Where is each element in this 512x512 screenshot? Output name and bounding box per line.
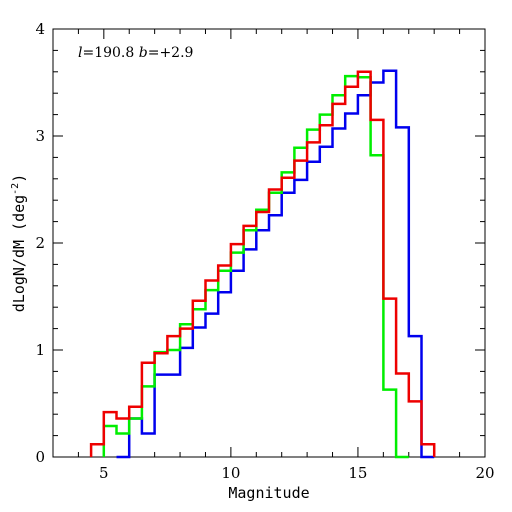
histogram-series-1 [117, 71, 435, 457]
axis-ticks [53, 29, 485, 457]
y-axis-label-main: dLogN/dM (deg [10, 195, 28, 312]
histogram-series [91, 71, 434, 457]
y-tick-label: 1 [35, 341, 45, 359]
y-axis-label-sup: -2 [10, 183, 21, 195]
annotation-b-symbol: b [139, 45, 148, 61]
x-tick-label: 5 [99, 464, 109, 482]
y-axis-label-close: ) [10, 174, 28, 183]
annotation-b-value: =+2.9 [148, 45, 194, 61]
x-tick-label: 15 [348, 464, 367, 482]
y-tick-label: 2 [35, 234, 45, 252]
x-tick-label: 20 [475, 464, 494, 482]
histogram-series-2 [104, 76, 409, 457]
histogram-series-3 [91, 72, 434, 457]
y-tick-label: 3 [35, 127, 45, 145]
y-axis-label: dLogN/dM (deg-2) [10, 174, 28, 312]
x-axis-label: Magnitude [228, 484, 309, 502]
plot-frame [53, 29, 485, 457]
y-tick-label: 0 [35, 448, 45, 466]
x-tick-label: 10 [221, 464, 240, 482]
y-tick-label: 4 [35, 20, 45, 38]
annotation: l=190.8 b=+2.9 [78, 45, 193, 61]
annotation-l-value: =190.8 [82, 45, 134, 61]
